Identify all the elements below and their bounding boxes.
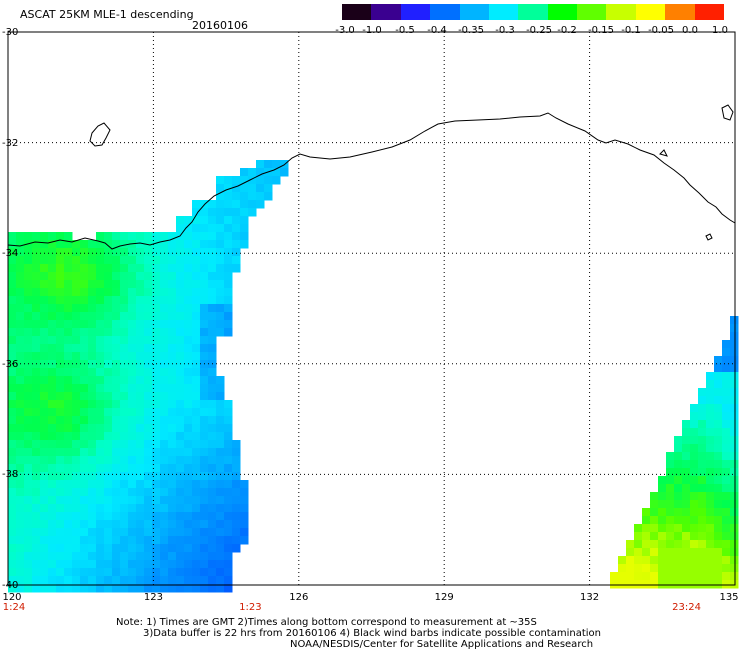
color-scale-swatch	[635, 4, 666, 20]
color-scale-label: -0.5	[395, 25, 415, 36]
latitude-label: -34	[2, 248, 19, 260]
color-scale-label: -0.25	[526, 25, 552, 36]
product-title: ASCAT 25KM MLE-1 descending	[20, 8, 194, 21]
note-line-2: 3)Data buffer is 22 hrs from 20160106 4)…	[143, 628, 601, 639]
coastline	[7, 104, 736, 250]
color-scale-swatch	[547, 4, 578, 20]
swath-west	[8, 160, 289, 593]
color-scale-swatch	[459, 4, 490, 20]
note-line-3: NOAA/NESDIS/Center for Satellite Applica…	[290, 639, 594, 650]
color-scale-label: -3.0	[335, 25, 355, 36]
pass-time-label: 1:24	[2, 602, 26, 613]
islet-gulf	[659, 149, 668, 157]
latitude-label: -38	[2, 469, 19, 481]
longitude-label: 123	[143, 592, 163, 603]
color-scale-label: -1.0	[362, 25, 382, 36]
pass-time-label: 23:24	[672, 602, 701, 613]
color-scale-label: -0.35	[458, 25, 484, 36]
color-scale-swatch	[694, 4, 725, 20]
color-scale-label: -0.05	[648, 25, 674, 36]
color-scale-bar	[342, 4, 725, 20]
longitude-label: 120	[2, 592, 22, 603]
color-scale-swatch	[371, 4, 402, 20]
color-scale-label: -0.3	[495, 25, 515, 36]
swath-east	[610, 316, 739, 589]
longitude-label: 126	[289, 592, 309, 603]
island-kangaroo	[89, 122, 111, 147]
islet-east	[705, 233, 713, 241]
longitude-label: 132	[580, 592, 600, 603]
color-scale-swatch	[606, 4, 637, 20]
color-scale-label: -0.2	[557, 25, 577, 36]
color-scale-label: 1.0	[712, 25, 728, 36]
color-scale-swatch	[518, 4, 549, 20]
color-scale-swatch	[430, 4, 461, 20]
island-east	[721, 104, 734, 121]
latitude-label: -40	[2, 580, 19, 591]
product-date: 20160106	[192, 19, 248, 32]
color-scale-swatch	[665, 4, 696, 20]
color-scale-label: -0.1	[621, 25, 641, 36]
color-scale-swatch	[342, 4, 372, 20]
latitude-label: -30	[2, 27, 19, 38]
pass-time-label: 1:23	[239, 602, 262, 613]
color-scale-label: 0.0	[682, 25, 698, 36]
coastline-main	[7, 112, 736, 250]
longitude-label: 135	[719, 592, 739, 603]
color-scale-label: -0.15	[588, 25, 614, 36]
color-scale-swatch	[577, 4, 607, 20]
color-scale-swatch	[400, 4, 431, 20]
color-scale-label: -0.4	[427, 25, 447, 36]
latitude-label: -32	[2, 137, 19, 149]
longitude-label: 129	[434, 592, 454, 603]
latitude-label: -36	[2, 358, 19, 370]
color-scale-swatch	[488, 4, 519, 20]
map-frame	[7, 31, 736, 586]
note-line-1: Note: 1) Times are GMT 2)Times along bot…	[116, 617, 537, 628]
